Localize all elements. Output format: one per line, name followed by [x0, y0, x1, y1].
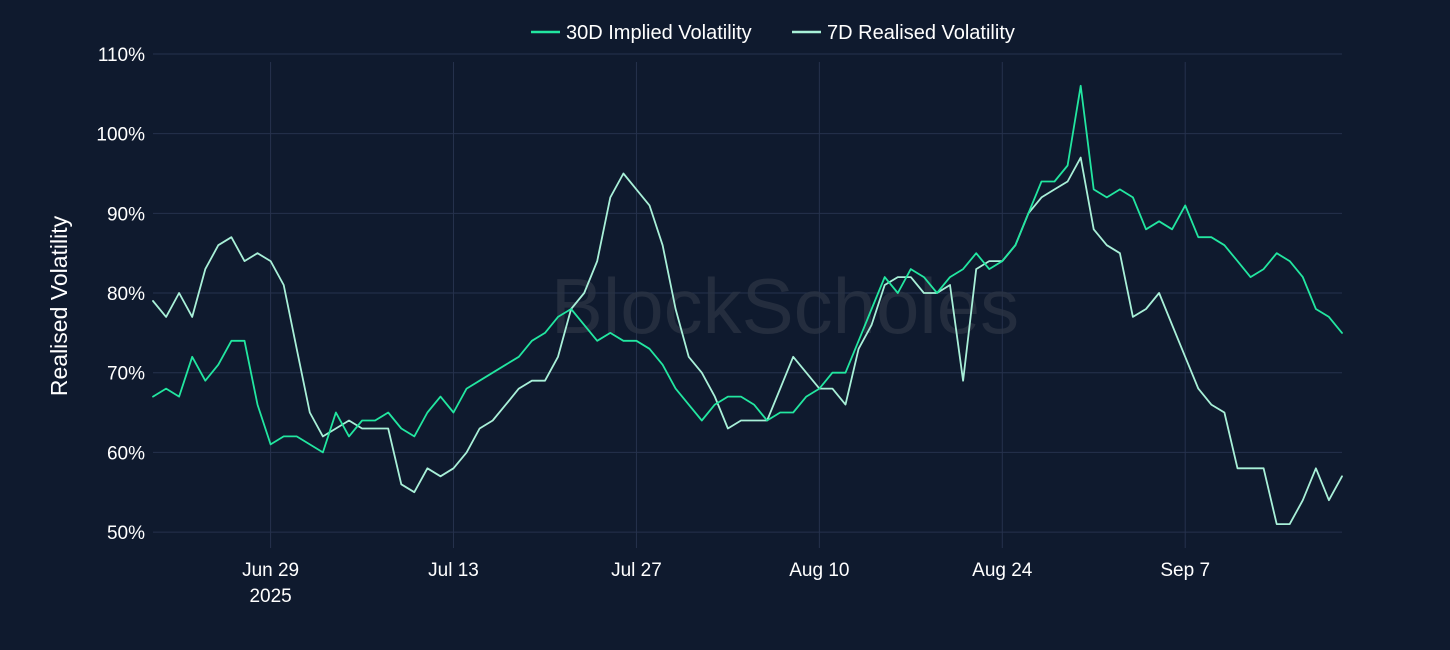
- y-tick-label: 110%: [98, 45, 145, 66]
- x-tick-label: Jul 13: [428, 560, 479, 581]
- x-tick-label: Aug 10: [789, 560, 849, 581]
- grid-lines: [153, 53, 1342, 548]
- y-tick-label: 60%: [107, 443, 145, 464]
- x-axis-ticks: Jun 29 2025 Jul 13 Jul 27 Aug 10 Aug 24 Sep 7: [242, 560, 1210, 607]
- x-tick-label: Aug 24: [972, 560, 1033, 581]
- x-tick-label: Sep 7: [1160, 560, 1210, 581]
- legend-item-realised[interactable]: 7D Realised Volatility: [792, 22, 1015, 44]
- series-line-realised-volatility: [152, 156, 1343, 525]
- y-axis-title: Realised Volatility: [46, 215, 72, 396]
- legend-label-realised: 7D Realised Volatility: [827, 22, 1015, 44]
- series-lines: [152, 84, 1343, 525]
- y-axis-ticks: 50% 60% 70% 80% 90% 100% 110%: [96, 45, 145, 544]
- legend-label-implied: 30D Implied Volatility: [566, 22, 752, 44]
- watermark-logo: BlockScholes: [551, 262, 1019, 350]
- y-tick-label: 50%: [107, 523, 145, 544]
- x-tick-label: Jun 29: [242, 560, 299, 581]
- y-tick-label: 90%: [107, 204, 145, 225]
- y-tick-label: 70%: [107, 364, 145, 385]
- x-tick-sublabel: 2025: [249, 586, 291, 607]
- y-tick-label: 100%: [96, 125, 145, 146]
- legend-item-implied[interactable]: 30D Implied Volatility: [531, 22, 752, 44]
- y-tick-label: 80%: [107, 284, 145, 305]
- legend: 30D Implied Volatility 7D Realised Volat…: [531, 22, 1015, 44]
- series-line-implied-volatility: [152, 84, 1343, 454]
- x-tick-label: Jul 27: [611, 560, 662, 581]
